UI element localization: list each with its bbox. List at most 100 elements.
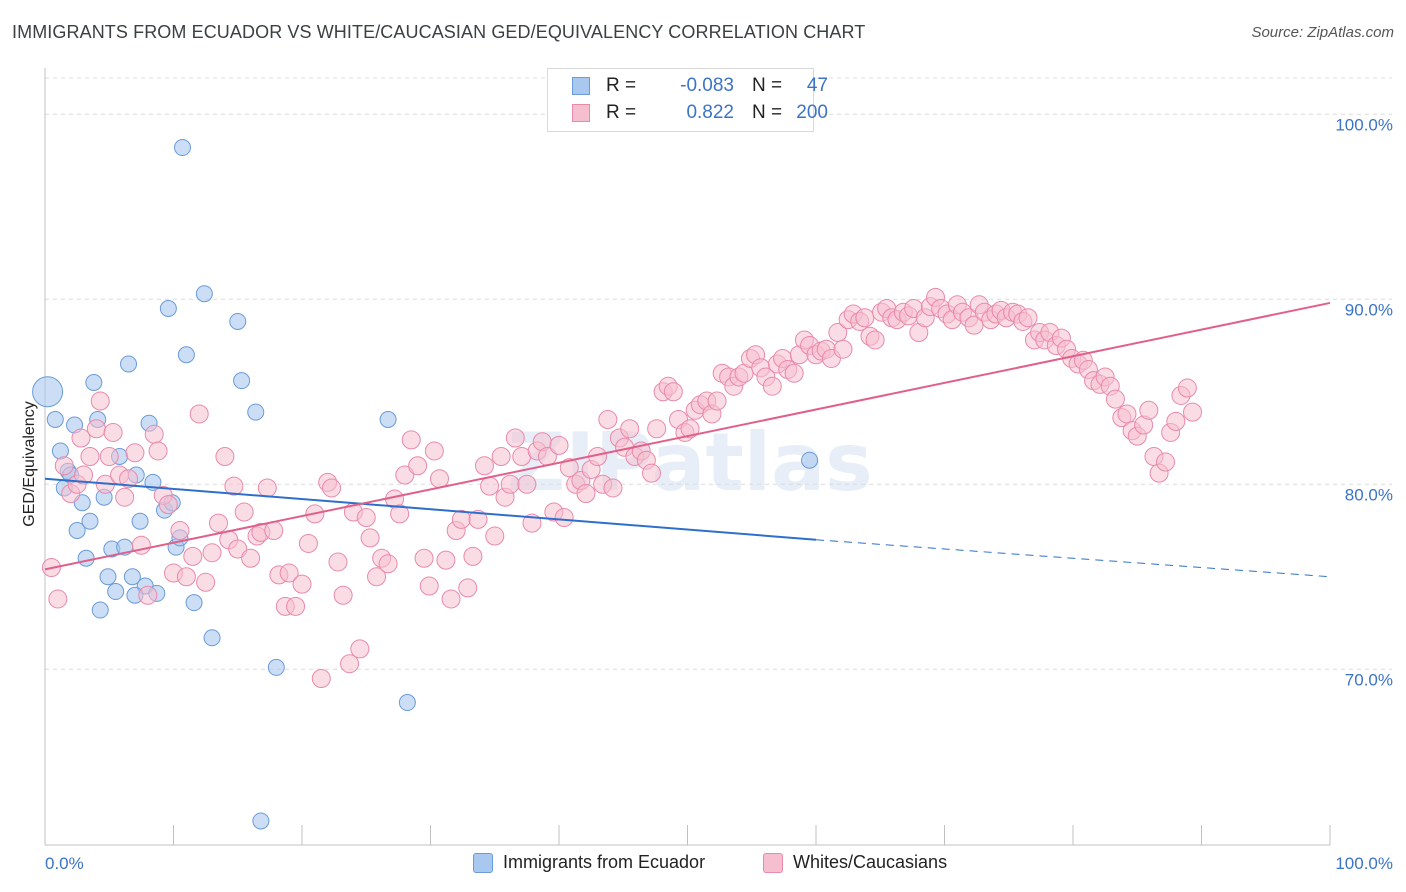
data-point-ecuador — [185, 594, 203, 612]
data-point-white — [663, 382, 683, 402]
data-point-white — [196, 572, 216, 592]
bottom-legend-label-ecuador: Immigrants from Ecuador — [503, 852, 706, 872]
data-point-white — [1018, 308, 1038, 328]
legend-r-value-ecuador: -0.083 — [680, 75, 734, 96]
data-point-white — [80, 447, 100, 466]
x-tick-label-min: 0.0% — [45, 854, 84, 873]
data-point-white — [603, 478, 623, 498]
data-point-white — [189, 404, 209, 424]
series-white-points — [41, 287, 1203, 688]
data-point-ecuador — [203, 629, 221, 647]
data-point-white — [1166, 411, 1186, 431]
data-point-white — [90, 391, 110, 411]
legend-r-value-white: 0.822 — [686, 102, 734, 123]
data-point-ecuador — [173, 139, 191, 157]
trend-lines — [44, 301, 1331, 578]
data-point-white — [855, 308, 875, 328]
data-point-white — [340, 654, 360, 674]
data-point-white — [279, 563, 299, 583]
trend-line-ecuador-extrapolated — [815, 539, 1331, 578]
data-point-white — [680, 419, 700, 439]
data-point-white — [642, 463, 662, 483]
data-point-white — [183, 546, 203, 566]
legend-n-label: N = — [752, 75, 783, 96]
bottom-legend-label-white: Whites/Caucasians — [793, 852, 948, 872]
data-point-white — [458, 578, 478, 598]
data-point-white — [138, 585, 158, 605]
data-point-white — [408, 456, 428, 476]
y-tick-label: 80.0% — [1345, 485, 1393, 504]
data-point-white — [367, 567, 387, 587]
data-point-white — [54, 456, 74, 476]
data-point-white — [292, 574, 312, 594]
data-point-ecuador — [81, 512, 99, 530]
y-tick-label: 90.0% — [1345, 300, 1393, 319]
data-point-ecuador — [91, 601, 109, 619]
data-point-ecuador — [267, 658, 285, 676]
data-point-white — [419, 576, 439, 596]
data-point-white — [505, 428, 525, 448]
data-point-ecuador — [77, 549, 95, 567]
legend-r-label: R = — [606, 102, 637, 123]
data-point-white — [620, 419, 640, 439]
data-point-ecuador — [123, 568, 141, 586]
data-point-white — [647, 419, 667, 439]
data-point-ecuador — [801, 451, 819, 469]
data-point-white — [208, 513, 228, 533]
data-point-ecuador — [379, 411, 397, 428]
x-tick-labels: 0.0% 100.0% — [45, 854, 1393, 873]
data-point-white — [491, 447, 511, 466]
data-point-white — [1156, 452, 1176, 472]
x-tick-label-max: 100.0% — [1335, 854, 1393, 873]
data-point-white — [1177, 378, 1197, 398]
source-label: Source: ZipAtlas.com — [1251, 24, 1394, 41]
data-point-ecuador — [120, 355, 138, 373]
data-point-ecuador — [68, 522, 86, 539]
data-point-white — [360, 528, 380, 548]
data-point-white — [441, 589, 461, 609]
data-point-white — [554, 508, 574, 528]
data-point-white — [202, 543, 222, 563]
data-point-white — [1139, 400, 1159, 420]
data-point-ecuador — [233, 372, 251, 390]
data-point-ecuador — [107, 583, 125, 601]
data-point-white — [103, 422, 123, 442]
data-point-ecuador — [85, 374, 103, 391]
data-point-white — [485, 526, 505, 546]
trend-line-ecuador — [44, 477, 817, 541]
legend-swatch-white — [572, 104, 590, 122]
data-point-white — [762, 376, 782, 396]
y-tick-label: 70.0% — [1345, 670, 1393, 689]
data-point-white — [707, 391, 727, 411]
data-point-white — [234, 502, 254, 522]
data-point-white — [784, 363, 804, 383]
data-point-white — [500, 474, 520, 494]
data-point-white — [144, 424, 164, 444]
data-point-white — [228, 539, 248, 559]
data-point-white — [468, 509, 488, 529]
data-point-white — [1183, 402, 1203, 422]
data-point-white — [286, 596, 306, 616]
data-point-white — [390, 504, 410, 524]
data-point-white — [356, 508, 376, 528]
data-point-white — [865, 330, 885, 350]
y-tick-labels: 70.0% 80.0% 90.0% 100.0% — [1335, 115, 1393, 689]
data-point-white — [429, 469, 449, 489]
data-point-white — [158, 495, 178, 515]
data-point-white — [424, 441, 444, 461]
data-point-white — [414, 548, 434, 568]
data-point-white — [549, 435, 569, 455]
data-point-white — [119, 469, 139, 489]
data-point-ecuador — [46, 411, 64, 428]
legend-n-value-white: 200 — [796, 102, 828, 123]
data-point-ecuador — [177, 346, 195, 364]
y-axis-title: GED/Equivalency — [21, 401, 38, 526]
data-point-ecuador — [195, 285, 213, 303]
data-point-white — [480, 476, 500, 496]
data-point-white — [395, 465, 415, 485]
data-point-white — [1105, 389, 1125, 409]
data-point-ecuador — [159, 300, 177, 317]
data-point-white — [517, 474, 537, 494]
data-point-ecuador — [99, 568, 117, 586]
data-point-white — [463, 546, 483, 566]
